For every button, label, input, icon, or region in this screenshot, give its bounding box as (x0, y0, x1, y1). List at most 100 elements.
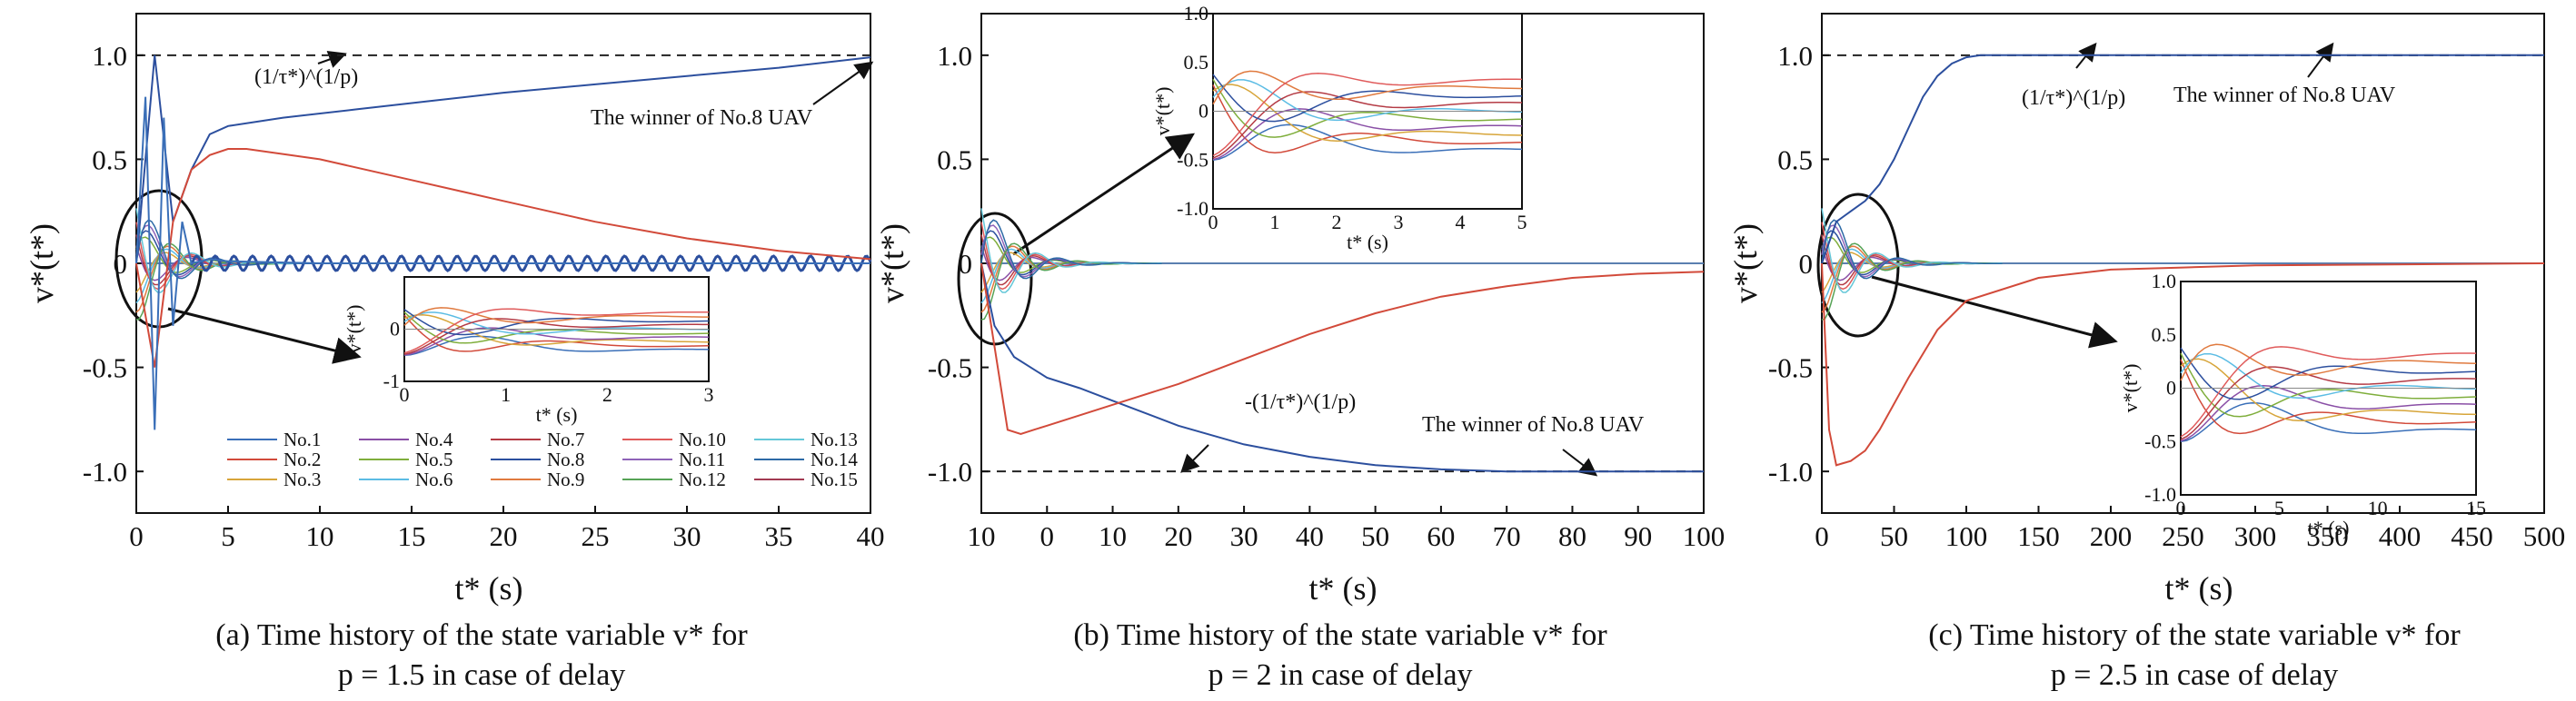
inset-ytick-label-c-0: 1.0 (2152, 270, 2177, 292)
xtick-label-c-3: 150 (2017, 520, 2060, 552)
inset-xtick-label-b-4: 4 (1456, 211, 1466, 233)
annotation-b-power: -(1/τ*)^(1/p) (1245, 390, 1356, 414)
inset-xtick-label-b-2: 2 (1332, 211, 1342, 233)
xtick-label-c-10: 500 (2523, 520, 2566, 552)
series-cluster-c-10 (1821, 208, 2003, 293)
ytick-label-c-4: -1.0 (1768, 456, 1813, 488)
xtick-label-b-9: 80 (1558, 520, 1586, 552)
ytick-label-a-2: 0 (114, 248, 128, 280)
inset-xlabel-b: t* (s) (1347, 231, 1388, 253)
inset-ytick-label-c-4: -1.0 (2144, 483, 2176, 506)
ytick-label-b-0: 1.0 (937, 40, 972, 72)
xtick-label-a-3: 15 (398, 520, 426, 552)
xtick-label-b-5: 40 (1296, 520, 1324, 552)
ylabel-b: v*(t*) (874, 223, 910, 303)
caption-b-line1: (b) Time history of the state variable v… (1073, 618, 1607, 652)
xtick-label-b-4: 30 (1230, 520, 1258, 552)
xtick-label-b-3: 20 (1164, 520, 1192, 552)
annotation-a-winner: The winner of No.8 UAV (591, 106, 813, 130)
inset-series-b-4 (1212, 79, 1523, 138)
xtick-label-c-6: 300 (2234, 520, 2277, 552)
xtick-label-a-8: 40 (857, 520, 885, 552)
inset-ytick-label-b-3: -0.5 (1177, 148, 1208, 171)
inset-ytick-label-b-4: -1.0 (1177, 197, 1208, 220)
inset-xtick-label-b-1: 1 (1270, 211, 1280, 233)
ylabel-c: v*(t*) (1727, 223, 1764, 303)
xtick-label-a-1: 5 (221, 520, 235, 552)
inset-series-b-3 (1212, 108, 1523, 161)
xtick-label-c-5: 250 (2162, 520, 2204, 552)
inset-series-a-1 (403, 314, 710, 352)
xtick-label-b-0: 10 (968, 520, 996, 552)
inset-xtick-label-b-5: 5 (1517, 211, 1527, 233)
legend-label-No.3: No.3 (283, 469, 321, 490)
inset-series-b-0 (1212, 123, 1523, 162)
legend-label-No.5: No.5 (415, 449, 453, 470)
caption-a-line1: (a) Time history of the state variable v… (215, 618, 748, 652)
ytick-label-b-3: -0.5 (928, 352, 972, 384)
annotation-c-winner: The winner of No.8 UAV (2173, 84, 2396, 107)
legend-label-No.6: No.6 (415, 469, 453, 490)
xtick-label-c-4: 200 (2090, 520, 2133, 552)
legend-label-No.8: No.8 (547, 449, 584, 470)
inset-xlabel-a: t* (s) (536, 403, 578, 426)
inset-xtick-label-b-3: 3 (1394, 211, 1404, 233)
xtick-label-b-6: 50 (1361, 520, 1389, 552)
inset-series-a-7 (403, 309, 710, 336)
inset-xtick-label-a-3: 3 (704, 383, 714, 406)
arrow-c-power (2075, 42, 2097, 69)
series-line-c-No.2 (1821, 262, 2545, 467)
ytick-label-c-3: -0.5 (1768, 352, 1813, 384)
xtick-label-b-2: 10 (1099, 520, 1127, 552)
legend-label-No.7: No.7 (547, 429, 584, 450)
inset-xtick-label-c-1: 5 (2274, 497, 2284, 519)
inset-ylabel-c: v*(t*) (2119, 364, 2142, 413)
xlabel-c: t* (s) (2165, 570, 2233, 607)
legend-label-No.13: No.13 (811, 429, 858, 450)
legend-label-No.10: No.10 (679, 429, 726, 450)
inset-ylabel-a: v*(t*) (343, 305, 365, 354)
series-line-a-No.2 (135, 148, 871, 368)
ytick-label-b-4: -1.0 (928, 456, 972, 488)
inset-series-c-7 (2180, 347, 2477, 400)
series-line-b-No.2 (980, 262, 1705, 435)
caption-c-line2: p = 2.5 in case of delay (2051, 658, 2339, 692)
inset-ytick-label-b-0: 1.0 (1184, 2, 1209, 25)
legend: No.1No.2No.3 No.4No.5No.6 No.7No.8No.9 No.1… (227, 429, 858, 490)
inset-ytick-label-a-1: -1 (383, 370, 400, 392)
inset-series-b-8 (1212, 70, 1523, 105)
xtick-label-c-2: 100 (1945, 520, 1988, 552)
legend-label-No.2: No.2 (283, 449, 321, 470)
inset-ytick-label-c-1: 0.5 (2152, 323, 2177, 346)
xtick-label-c-7: 350 (2306, 520, 2349, 552)
legend-label-No.11: No.11 (679, 449, 725, 470)
inset-ylabel-b: v*(t*) (1151, 87, 1174, 136)
inset-series-b-9 (1212, 73, 1523, 157)
inset-ytick-label-c-3: -0.5 (2144, 429, 2176, 452)
series-cluster-b-10 (980, 208, 1162, 293)
inset-ytick-label-a-0: 0 (390, 318, 400, 341)
inset-series-b-7 (1212, 74, 1523, 123)
legend-label-No.9: No.9 (547, 469, 584, 490)
series-cluster-b-11 (980, 219, 1162, 280)
inset-xtick-label-b-0: 0 (1208, 211, 1218, 233)
inset-ytick-label-b-1: 0.5 (1184, 51, 1209, 74)
legend-label-No.4: No.4 (415, 429, 453, 450)
series-oscillation-a (190, 254, 872, 272)
inset-series-a-9 (403, 308, 709, 354)
arrow-a-winner (812, 61, 874, 105)
inset-series-c-0 (2180, 402, 2477, 443)
xlabel-b: t* (s) (1309, 570, 1378, 607)
xtick-label-b-10: 90 (1624, 520, 1652, 552)
inset-series-b-5 (1212, 79, 1522, 122)
xtick-label-b-1: 0 (1040, 520, 1055, 552)
inset-series-c-4 (2180, 352, 2477, 418)
inset-xtick-label-c-3: 15 (2466, 497, 2486, 519)
inset-series-b-1 (1212, 84, 1523, 153)
ytick-label-b-2: 0 (959, 248, 973, 280)
inset-series-c-3 (2180, 384, 2477, 442)
inset-series-c-1 (2180, 359, 2477, 435)
inset-series-c-8 (2180, 343, 2477, 381)
inset-series-c-5 (2180, 352, 2477, 400)
xtick-label-a-0: 0 (129, 520, 144, 552)
